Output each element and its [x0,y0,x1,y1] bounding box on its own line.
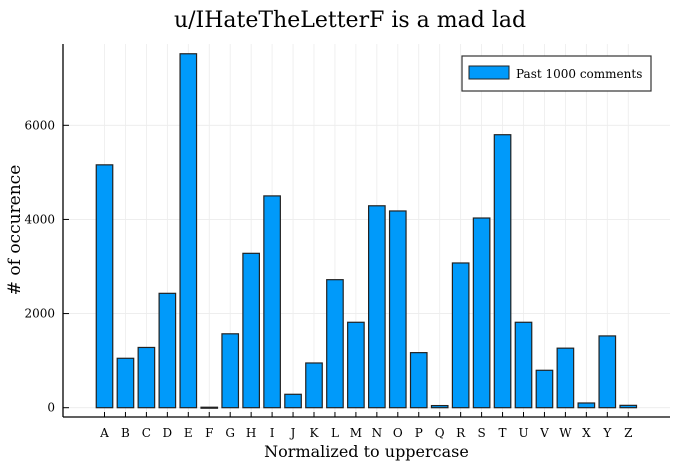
bar-O [388,210,407,409]
bar-L [326,279,344,409]
y-axis-label: # of occurence [5,165,25,296]
x-tick-label: Q [435,426,445,440]
chart-title: u/IHateTheLetterF is a mad lad [173,8,527,33]
x-tick-label: N [372,426,383,440]
bar-E [179,53,198,409]
bar-Y [598,335,617,409]
legend-label: Past 1000 comments [516,67,642,81]
y-tick-label: 0 [47,401,55,415]
bar-V [535,369,554,409]
y-tick-label: 6000 [24,118,55,132]
bar-J [284,393,302,409]
x-tick-label: S [477,426,485,440]
x-tick-label: A [99,426,109,440]
bar-U [514,321,533,409]
x-tick-label: B [121,426,130,440]
x-tick-label: K [310,426,320,440]
bar-S [472,217,491,409]
x-tick-label: Y [602,426,612,440]
x-tick-label: I [270,426,275,440]
bar-W [556,347,575,409]
y-tick-label: 4000 [24,212,55,226]
bar-X [577,402,596,409]
x-tick-label: T [499,426,507,440]
x-tick-label: V [539,426,549,440]
legend-swatch [468,65,510,80]
bar-A [95,164,114,409]
x-tick-label: U [518,426,528,440]
x-axis-label: Normalized to uppercase [264,442,469,461]
bar-P [409,352,428,409]
bar-M [347,321,365,409]
bar-I [263,195,281,409]
bar-N [368,205,386,409]
x-tick-label: H [246,426,256,440]
x-tick-label: E [184,426,193,440]
x-tick-label: W [559,426,572,440]
x-tick-label: L [331,426,339,440]
x-tick-label: F [205,426,213,440]
x-tick-label: M [350,426,362,440]
bar-Z [619,404,638,409]
bar-Q [430,404,449,409]
y-tick-label: 2000 [24,307,55,321]
x-tick-label: D [163,426,173,440]
x-tick-label: C [142,426,151,440]
x-tick-label: P [415,426,423,440]
bar-C [137,346,156,409]
x-tick-label: J [289,426,296,440]
x-tick-label: Z [624,426,632,440]
bar-H [242,252,260,409]
x-tick-label: R [456,426,466,440]
x-tick-label: O [393,426,403,440]
x-tick-label: X [582,426,591,440]
x-tick-label: G [225,426,235,440]
bar-R [451,262,470,409]
bar-T [493,134,512,409]
bar-G [221,333,240,409]
bar-K [305,362,323,409]
bar-B [116,357,135,409]
bar-F [200,406,219,409]
bar-D [158,292,177,409]
